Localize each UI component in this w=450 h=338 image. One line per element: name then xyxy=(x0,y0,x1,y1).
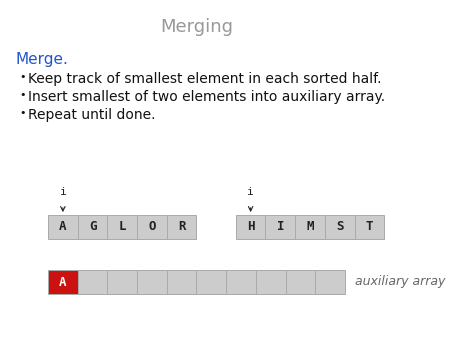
Text: A: A xyxy=(59,220,67,234)
Text: Merge.: Merge. xyxy=(16,52,68,67)
FancyBboxPatch shape xyxy=(355,215,384,239)
Text: O: O xyxy=(148,220,156,234)
Text: S: S xyxy=(336,220,343,234)
Text: R: R xyxy=(178,220,185,234)
FancyBboxPatch shape xyxy=(167,215,197,239)
Text: •: • xyxy=(19,108,26,118)
Text: i: i xyxy=(59,187,66,197)
Text: Merging: Merging xyxy=(160,18,233,36)
Text: L: L xyxy=(118,220,126,234)
Text: G: G xyxy=(89,220,96,234)
FancyBboxPatch shape xyxy=(78,270,108,294)
Text: i: i xyxy=(247,187,254,197)
FancyBboxPatch shape xyxy=(236,215,266,239)
FancyBboxPatch shape xyxy=(48,215,78,239)
FancyBboxPatch shape xyxy=(167,270,197,294)
Text: H: H xyxy=(247,220,254,234)
Text: Insert smallest of two elements into auxiliary array.: Insert smallest of two elements into aux… xyxy=(28,90,385,104)
FancyBboxPatch shape xyxy=(256,270,286,294)
Text: A: A xyxy=(59,275,67,289)
FancyBboxPatch shape xyxy=(108,270,137,294)
FancyBboxPatch shape xyxy=(266,215,295,239)
FancyBboxPatch shape xyxy=(295,215,325,239)
FancyBboxPatch shape xyxy=(108,215,137,239)
FancyBboxPatch shape xyxy=(226,270,256,294)
FancyBboxPatch shape xyxy=(325,215,355,239)
Text: Keep track of smallest element in each sorted half.: Keep track of smallest element in each s… xyxy=(28,72,382,86)
FancyBboxPatch shape xyxy=(315,270,345,294)
FancyBboxPatch shape xyxy=(286,270,315,294)
FancyBboxPatch shape xyxy=(48,270,78,294)
FancyBboxPatch shape xyxy=(137,215,167,239)
FancyBboxPatch shape xyxy=(197,270,226,294)
Text: auxiliary array: auxiliary array xyxy=(356,275,446,289)
Text: •: • xyxy=(19,90,26,100)
Text: T: T xyxy=(365,220,373,234)
Text: I: I xyxy=(277,220,284,234)
Text: Repeat until done.: Repeat until done. xyxy=(28,108,155,122)
FancyBboxPatch shape xyxy=(78,215,108,239)
Text: M: M xyxy=(306,220,314,234)
Text: •: • xyxy=(19,72,26,82)
FancyBboxPatch shape xyxy=(137,270,167,294)
